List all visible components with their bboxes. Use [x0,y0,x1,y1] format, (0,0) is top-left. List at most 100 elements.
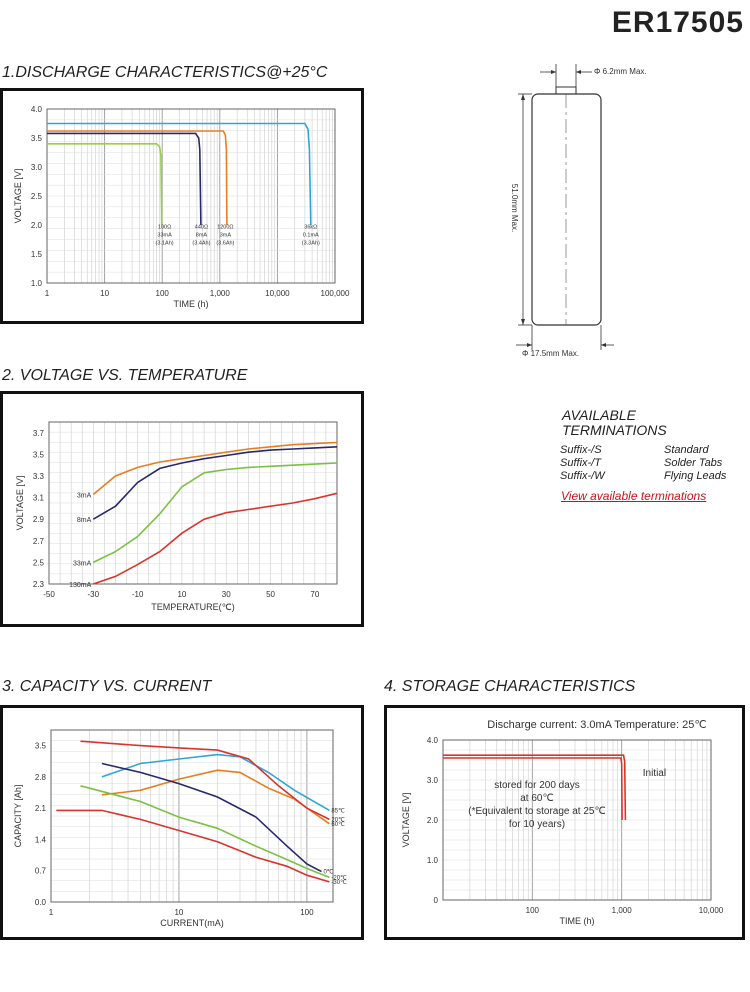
x-tick-label: 10,000 [699,906,724,915]
capacity_current-series-3 [101,762,322,873]
series-annotation: 440Ω [195,224,208,230]
terminations-block: AVAILABLE TERMINATIONS [562,408,747,438]
voltage_temp-series-0 [92,441,338,496]
height-label: 51.0mm Max. [510,184,519,232]
series-annotation: 3mA [220,232,232,238]
y-tick-label: 2.9 [33,515,45,524]
y-tick-label: 3.0 [427,776,439,785]
section-title-discharge: 1.DISCHARGE CHARACTERISTICS@+25°C [2,64,328,81]
series-label: 33mA [73,560,92,567]
capacity-current-chart: 1 10 100 0.0 0.7 1.4 2.1 2.8 3.5 CURRENT(mA) CAPAC… [13,729,347,928]
y-tick-label: 3.5 [31,134,43,143]
x-tick-label: 100 [526,906,540,915]
series-label: 60℃ [331,822,345,828]
initial-label: Initial [643,768,666,779]
discharge-series-0 [47,143,163,226]
x-tick-label: 10,000 [265,289,290,298]
series-annotation: 0.1mA [303,232,319,238]
series-label: 3mA [77,492,92,499]
voltage_temp-y-axis-label: VOLTAGE [V] [15,476,25,531]
voltage_temp-series-2 [92,462,338,564]
series-annotation: (3.6Ah) [216,240,234,246]
series-annotation: (3.4Ah) [192,240,210,246]
y-tick-label: 2.0 [427,816,439,825]
view-terminations-link[interactable]: View available terminations [561,489,707,503]
capacity_current-series-5 [56,809,330,883]
y-tick-label: 0 [434,896,439,905]
series-annotation: (3.3Ah) [302,240,320,246]
x-tick-label: 70 [310,590,319,599]
x-tick-label: 1 [49,908,54,917]
x-tick-label: 1,000 [612,906,633,915]
suffix-t: Suffix-/T [560,457,601,469]
storage-x-axis-label: TIME (h) [560,916,595,926]
capacity_current-y-axis-label: CAPACITY [Ah] [13,785,23,848]
y-tick-label: 3.3 [33,472,45,481]
series-label: 130mA [69,582,92,589]
x-tick-label: 100 [156,289,170,298]
discharge-panel: 1 10 100 1,000 10,000 100,000 1.0 1.5 2.0 2.5 3.0 3… [0,88,364,324]
storage-y-axis-label: VOLTAGE [V] [401,793,411,848]
bottom-diameter-label: Φ 17.5mm Max. [522,349,579,358]
capacity_current-x-axis-label: CURRENT(mA) [160,918,224,928]
series-label: -30℃ [331,880,347,886]
series-label: 0℃ [323,870,333,876]
y-tick-label: 0.0 [35,898,47,907]
y-tick-label: 3.5 [35,742,47,751]
storage-plot-frame [442,739,712,901]
y-tick-label: 2.0 [31,221,43,230]
suffix-w-label: Flying Leads [664,470,727,482]
x-tick-label: 1 [45,289,50,298]
discharge-series-1 [47,132,202,226]
y-tick-label: 2.7 [33,537,45,546]
storage-title: Discharge current: 3.0mA Temperature: 25… [487,719,706,731]
series-annotation: 36kΩ [304,224,317,230]
suffix-t-label: Solder Tabs [664,457,723,469]
voltage-temp-chart: -50 -30 -10 10 30 50 70 2.3 2.5 2.7 2.9 3.1 3.3 3.5 3.… [15,421,338,612]
capacity_current-plot-frame [50,729,334,903]
x-tick-label: 1,000 [210,289,231,298]
discharge-plot-frame [46,108,336,284]
suffix-s: Suffix-/S [560,444,602,456]
series-label: 85℃ [331,808,345,814]
y-tick-label: 1.4 [35,835,47,844]
capacity_current-grid [50,729,333,903]
discharge-x-axis-label: TIME (h) [174,299,209,309]
voltage_temp-series-3 [93,492,338,585]
y-tick-label: 3.1 [33,494,45,503]
capacity_current-series-4 [80,785,330,879]
storage-note: for 10 years) [509,819,565,830]
series-annotation: 100Ω [158,224,171,230]
storage-note: at 60℃ [520,793,553,804]
discharge-series-3 [47,122,312,226]
x-tick-label: 10 [100,289,109,298]
series-label: 8mA [77,517,92,524]
series-annotation: 8mA [196,232,208,238]
top-diameter-label: Φ 6.2mm Max. [594,67,647,76]
storage-series-1 [443,754,627,821]
x-tick-label: 30 [222,590,231,599]
storage-grid [442,739,711,901]
x-tick-label: -50 [43,590,55,599]
y-tick-label: 2.3 [33,580,45,589]
y-tick-label: 4.0 [427,736,439,745]
storage-series-0 [443,757,623,821]
terminations-title-1: AVAILABLE [562,407,636,423]
x-tick-label: 100,000 [321,289,350,298]
y-tick-label: 1.0 [31,279,43,288]
y-tick-label: 0.7 [35,867,47,876]
section-title-storage: 4. STORAGE CHARACTERISTICS [384,678,636,695]
voltage-temp-panel: -50 -30 -10 10 30 50 70 2.3 2.5 2.7 2.9 3.1 3.3 3.5 3.… [0,391,364,627]
x-tick-label: 10 [177,590,186,599]
battery-body [531,93,602,326]
y-tick-label: 1.5 [31,250,43,259]
y-tick-label: 2.5 [33,558,45,567]
storage-note: (*Equivalent to storage at 25℃ [468,806,605,817]
series-annotation: 1200Ω [217,224,233,230]
battery-dimension-drawing: Φ 6.2mm Max. 51.0mm Max. Φ 17.5mm Max. [510,64,647,358]
section-title-voltage-temp: 2. VOLTAGE VS. TEMPERATURE [2,367,248,384]
suffix-w: Suffix-/W [560,470,605,482]
storage-chart: 100 1,000 10,000 0 1.0 2.0 3.0 4.0 TIME (h) VOLTA… [401,719,724,926]
discharge-series-2 [47,130,228,226]
capacity_current-series-2 [80,740,330,821]
